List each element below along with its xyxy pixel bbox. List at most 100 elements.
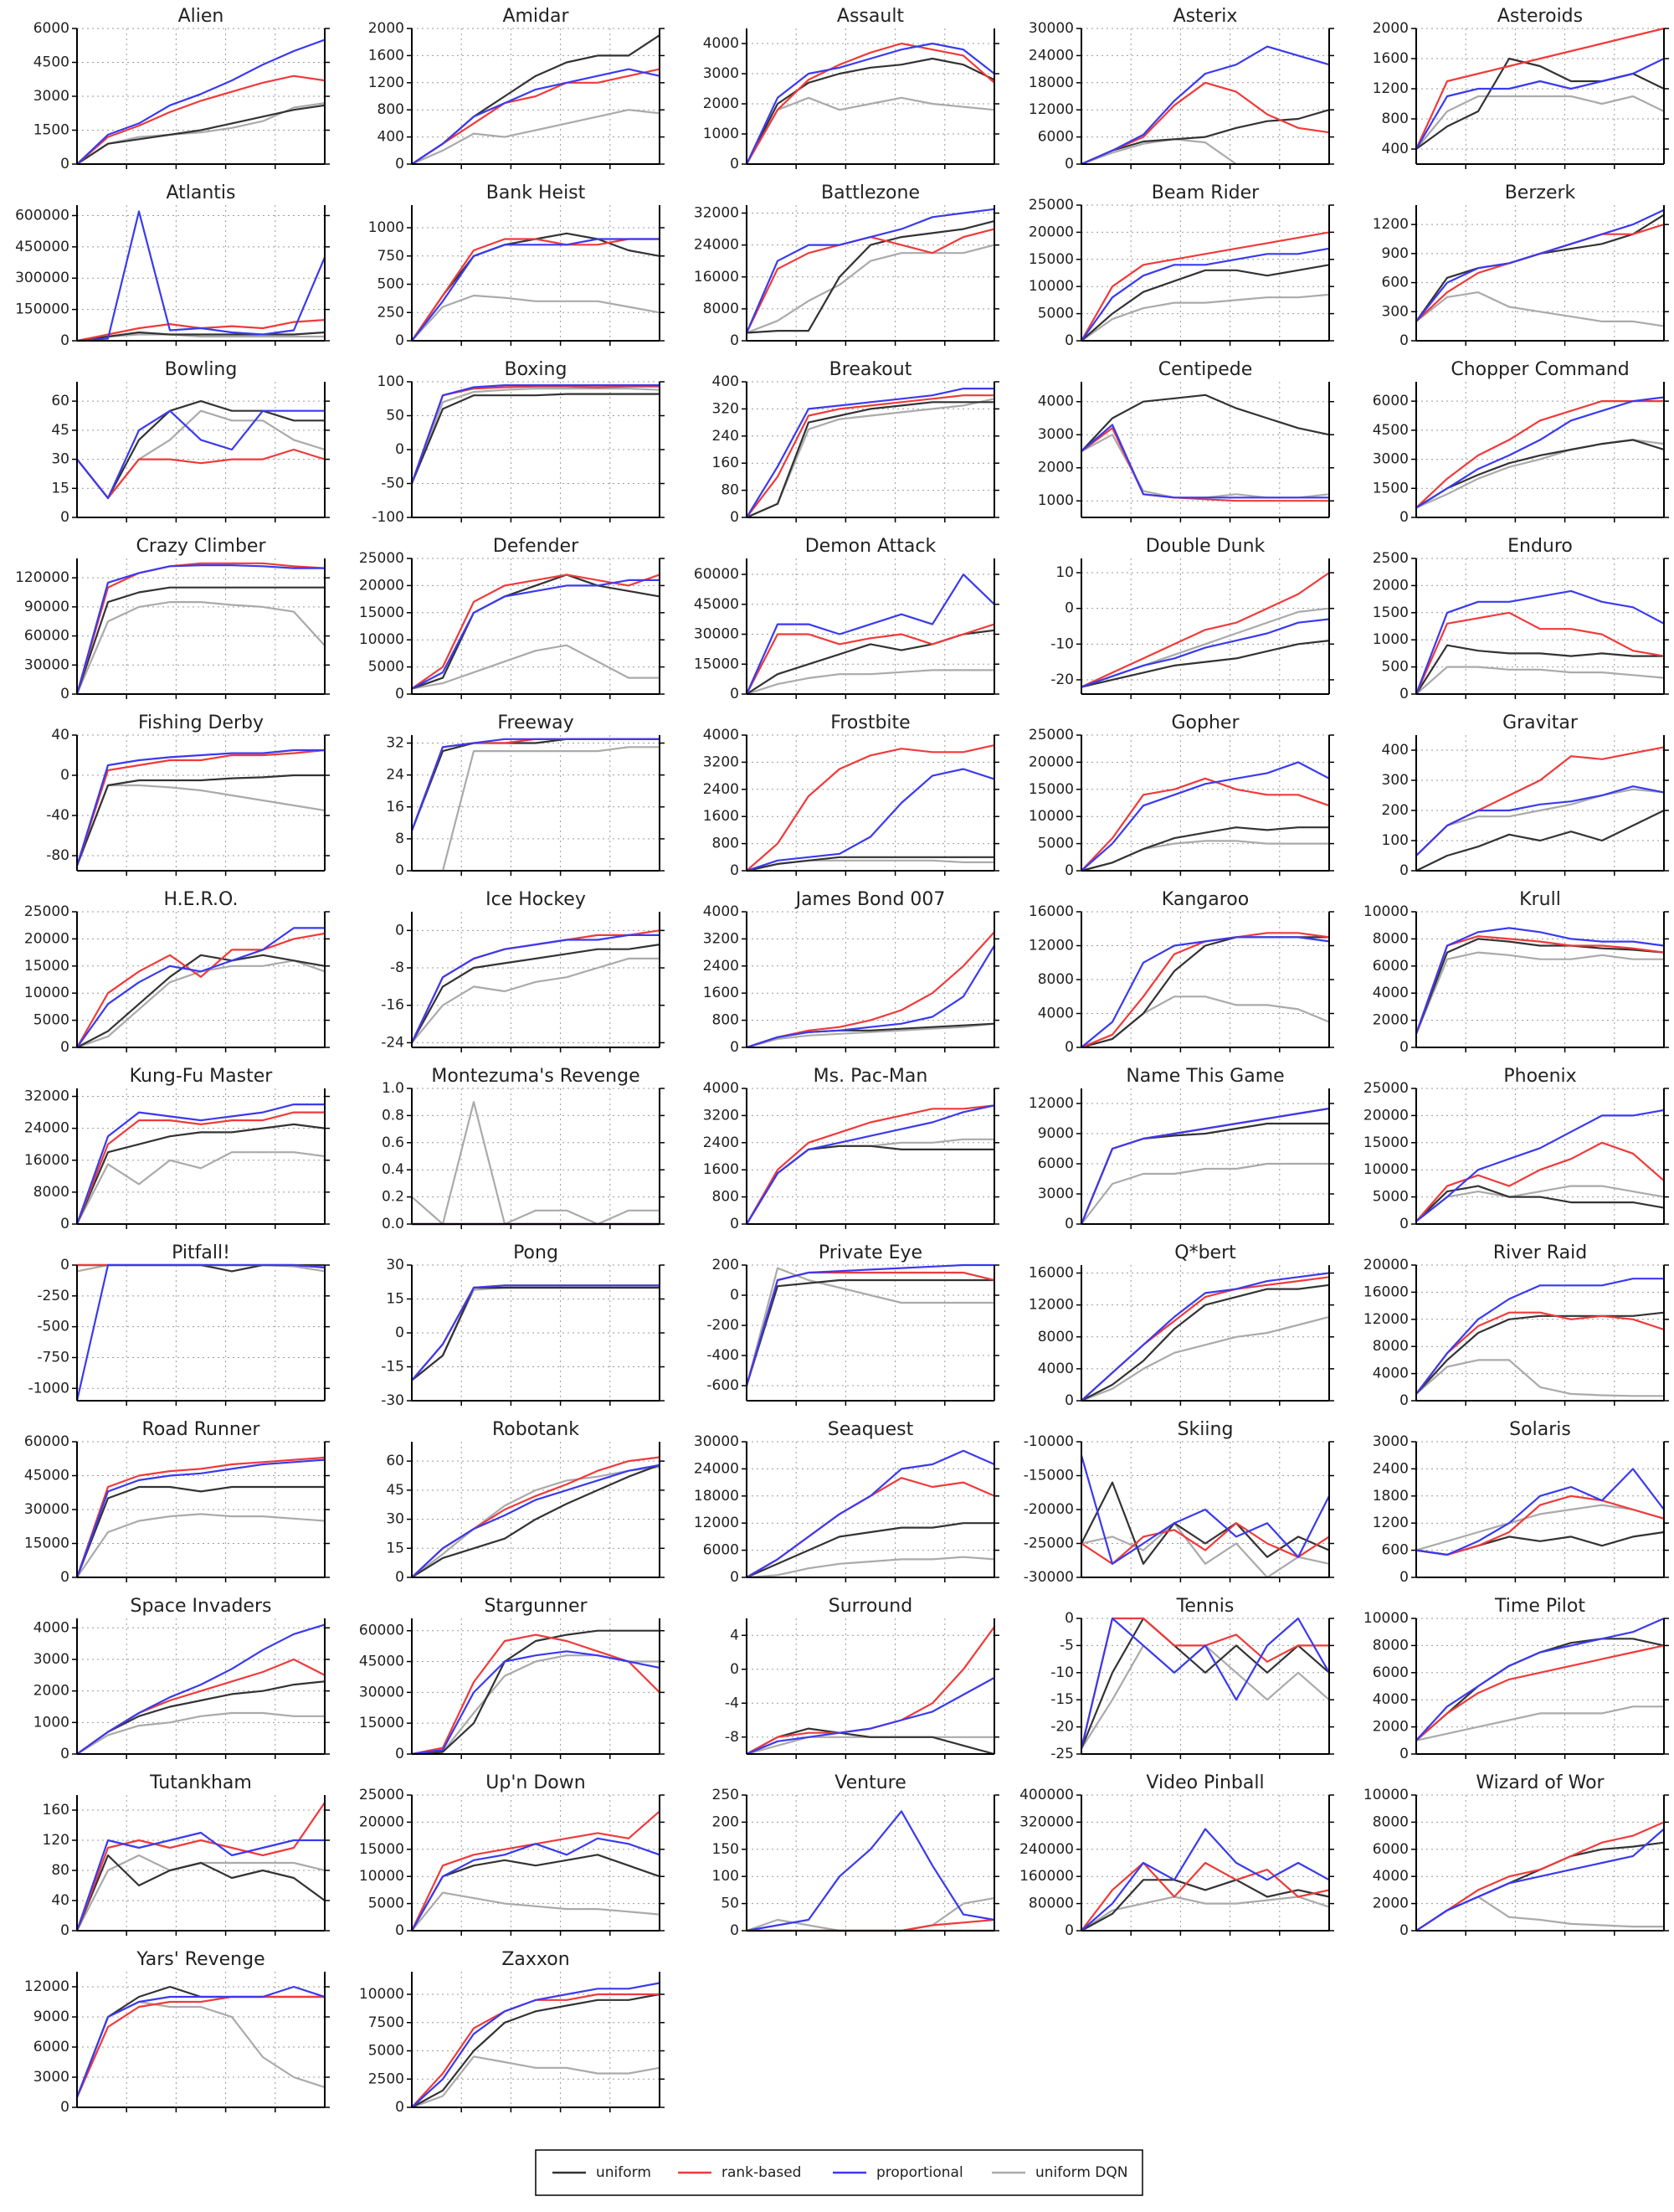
y-tick-label: 16000 [1029, 903, 1074, 920]
y-tick-label: 0 [60, 1216, 69, 1232]
series-line [411, 1464, 660, 1578]
y-tick-label: 12000 [1363, 1311, 1409, 1328]
y-tick-label: 6000 [1373, 958, 1409, 975]
y-tick-label: 30000 [1029, 20, 1074, 37]
y-tick-label: 400 [377, 129, 404, 146]
series-line [1081, 1879, 1330, 1932]
chart-title: Ice Hockey [485, 889, 586, 910]
subplot: Asterix 0 6000 12000 18000 24000 30000 [1029, 6, 1334, 172]
y-tick-label: 0 [1399, 509, 1409, 526]
subplot: Venture 0 50 100 150 200 250 [712, 1772, 999, 1939]
chart-title: Boxing [505, 359, 567, 380]
series-line [411, 1810, 660, 1932]
y-tick-label: 0 [730, 1569, 739, 1586]
y-tick-label: 18000 [1029, 75, 1074, 91]
y-tick-label: 25000 [1029, 197, 1074, 213]
y-tick-label: 1600 [703, 1161, 739, 1178]
series-line [411, 1993, 660, 2108]
series-line [1415, 1278, 1664, 1395]
y-tick-label: 30000 [694, 1433, 739, 1450]
series-line [411, 1629, 660, 1756]
y-tick-label: 12000 [1029, 1297, 1074, 1314]
y-tick-label: 4000 [703, 727, 739, 743]
subplot: Fishing Derby -80 -40 0 40 [46, 712, 330, 876]
series-line [746, 394, 994, 518]
y-tick-label: 4000 [33, 1619, 69, 1636]
series-line [410, 393, 660, 484]
y-tick-label: 15000 [359, 604, 404, 621]
series-line [1081, 618, 1330, 688]
subplot: Frostbite 0 800 1600 2400 3200 4000 [703, 712, 999, 879]
series-line [1081, 840, 1329, 872]
chart-title: Battlezone [821, 183, 920, 203]
chart-title: Double Dunk [1146, 536, 1266, 557]
series-line [1081, 1828, 1330, 1932]
series-line [76, 409, 325, 499]
series-line [76, 75, 326, 165]
series-line [1081, 424, 1329, 499]
series-line [1081, 1283, 1330, 1402]
y-tick-label: 8000 [1373, 930, 1409, 947]
series-line [1415, 58, 1665, 150]
y-tick-label: 15000 [1029, 251, 1074, 268]
y-tick-label: 3000 [33, 88, 69, 105]
series-line [746, 1556, 995, 1579]
series-line [75, 1802, 326, 1932]
y-tick-label: 150000 [15, 301, 69, 318]
y-tick-label: 5000 [368, 2043, 404, 2060]
series-line [1415, 1141, 1665, 1222]
y-tick-label: 160 [712, 455, 739, 471]
subplot: Private Eye -600 -400 -200 0 200 [706, 1242, 999, 1406]
series-line [410, 384, 660, 484]
series-line [410, 385, 660, 484]
y-tick-label: 2000 [368, 20, 404, 37]
legend-label: proportional [876, 2164, 963, 2181]
y-tick-label: -20 [1050, 671, 1074, 688]
chart-title: Venture [834, 1772, 906, 1793]
series-line [746, 859, 994, 872]
y-tick-label: 60000 [24, 1433, 69, 1450]
y-tick-label: 1000 [33, 1714, 69, 1731]
chart-title: Robotank [492, 1419, 579, 1440]
series-line [746, 1449, 995, 1578]
y-tick-label: 0 [730, 862, 739, 879]
subplot: Q*bert 0 4000 8000 12000 16000 [1029, 1242, 1334, 1409]
series-line [1081, 109, 1330, 166]
series-line [75, 562, 326, 695]
subplot: Solaris 0 600 1200 1800 2400 3000 [1373, 1419, 1669, 1586]
y-tick-label: 15 [51, 480, 69, 496]
series-line [1415, 938, 1665, 1035]
y-tick-label: 9000 [1038, 1125, 1074, 1142]
series-line [411, 574, 660, 690]
series-line [411, 68, 660, 165]
y-tick-label: 1200 [1373, 80, 1409, 97]
series-line [1415, 1494, 1665, 1556]
y-tick-label: 8000 [703, 301, 739, 317]
series-line [76, 210, 326, 342]
y-tick-label: 1200 [368, 75, 404, 91]
y-tick-label: 6000 [1373, 1841, 1409, 1858]
series-line [1081, 932, 1330, 1049]
y-tick-label: 2400 [703, 958, 739, 975]
series-line [411, 294, 660, 342]
y-tick-label: 2400 [703, 1134, 739, 1151]
series-line [746, 944, 995, 1049]
chart-title: Tutankham [149, 1772, 252, 1793]
y-tick-label: 200 [1382, 802, 1409, 819]
y-tick-label: 15 [386, 1291, 404, 1308]
subplot: Boxing -100 -50 0 50 100 [372, 359, 665, 526]
subplot: Gravitar 0 100 200 300 400 [1382, 712, 1669, 879]
y-tick-label: 0 [395, 686, 404, 702]
chart-title: Gopher [1172, 712, 1240, 733]
y-tick-label: 5000 [1373, 1189, 1409, 1206]
y-tick-label: 10000 [359, 1868, 404, 1885]
chart-title: Kung-Fu Master [130, 1066, 274, 1087]
chart-title: Stargunner [484, 1596, 588, 1617]
y-tick-label: 4000 [1038, 1006, 1074, 1022]
y-tick-label: 100 [712, 1868, 739, 1885]
y-tick-label: 1000 [1373, 631, 1409, 648]
chart-title: Zaxxon [501, 1949, 569, 1970]
series-line [1415, 439, 1665, 509]
y-tick-label: 90000 [24, 599, 69, 615]
y-tick-label: 25000 [359, 1787, 404, 1803]
